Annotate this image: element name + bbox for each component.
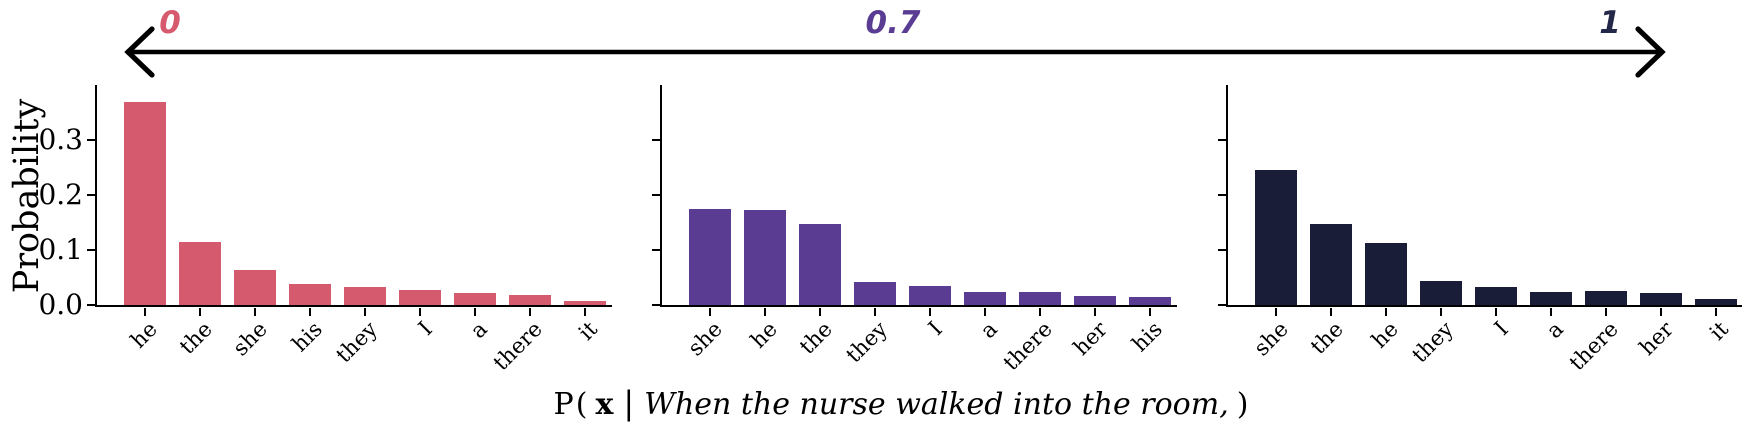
bar-they [343,286,386,305]
scale-label-temperature-1: 1 [1599,5,1621,41]
bar-it [563,300,606,305]
y-tick-mark [651,193,660,196]
bar-the [798,223,841,305]
temperature-axis-arrow [124,26,1666,78]
y-tick-mark [86,138,95,141]
y-tick-mark [1217,303,1226,306]
x-tick-mark [473,308,476,316]
x-tick-mark [308,308,311,316]
x-tick-mark [1384,308,1387,316]
y-tick-mark [86,303,95,306]
bar-they [1419,281,1462,305]
x-tick-mark [1329,308,1332,316]
bar-her [1639,293,1682,305]
caption-p-open: P( [553,387,590,422]
bar-a [453,292,496,305]
bar-the [178,241,221,305]
bar-they [853,281,896,305]
x-tick-mark [1148,308,1151,316]
bar-there [1018,291,1061,305]
bar-she [688,208,731,305]
x-tick-mark [198,308,201,316]
x-tick-mark [763,308,766,316]
x-tick-mark [708,308,711,316]
x-tick-mark [983,308,986,316]
x-tick-mark [873,308,876,316]
x-tick-mark [818,308,821,316]
bar-the [1309,223,1352,305]
y-tick-mark [651,303,660,306]
x-tick-mark [1439,308,1442,316]
y-tick-mark [1217,138,1226,141]
bar-I [908,286,951,305]
bar-he [1364,243,1407,305]
bar-there [508,294,551,305]
y-tick-label: 0.3 [38,123,83,156]
x-tick-mark [1659,308,1662,316]
bar-his [1128,297,1171,305]
bar-I [1474,286,1517,305]
bar-she [233,270,276,305]
y-tick-mark [86,193,95,196]
x-tick-mark [928,308,931,316]
y-tick-label: 0.2 [38,178,83,211]
y-tick-label: 0.0 [38,288,83,321]
x-tick-mark [1549,308,1552,316]
bar-she [1254,170,1297,305]
right-arrowhead-icon [1635,26,1666,78]
x-tick-mark [363,308,366,316]
scale-label-temperature-0.7: 0.7 [865,5,921,41]
x-tick-mark [1038,308,1041,316]
y-tick-mark [1217,248,1226,251]
y-tick-mark [1217,193,1226,196]
bar-her [1073,296,1116,305]
caption-x-symbol: x [595,387,614,422]
caption-conditioning-bar: | [623,384,635,422]
bar-his [288,284,331,305]
x-tick-mark [418,308,421,316]
left-arrowhead-icon [124,26,155,78]
bar-a [963,291,1006,305]
bar-a [1529,291,1572,305]
figure-caption: P(x | When the nurse walked into the room,… [554,384,1249,422]
scale-label-temperature-0: 0 [159,5,181,41]
bar-I [398,289,441,305]
x-tick-mark [1714,308,1717,316]
bar-there [1584,290,1627,305]
x-tick-mark [1093,308,1096,316]
x-tick-mark [143,308,146,316]
bar-he [123,101,166,305]
y-tick-mark [651,138,660,141]
x-tick-mark [583,308,586,316]
y-tick-label: 0.1 [38,233,83,266]
caption-p-close: ) [1236,387,1249,422]
y-tick-mark [651,248,660,251]
y-tick-mark [86,248,95,251]
x-tick-mark [528,308,531,316]
bar-he [743,210,786,305]
x-tick-mark [1274,308,1277,316]
x-tick-mark [1604,308,1607,316]
x-tick-mark [253,308,256,316]
x-tick-mark [1494,308,1497,316]
bar-it [1694,298,1737,305]
caption-prompt-text: When the nurse walked into the room, [644,387,1229,422]
